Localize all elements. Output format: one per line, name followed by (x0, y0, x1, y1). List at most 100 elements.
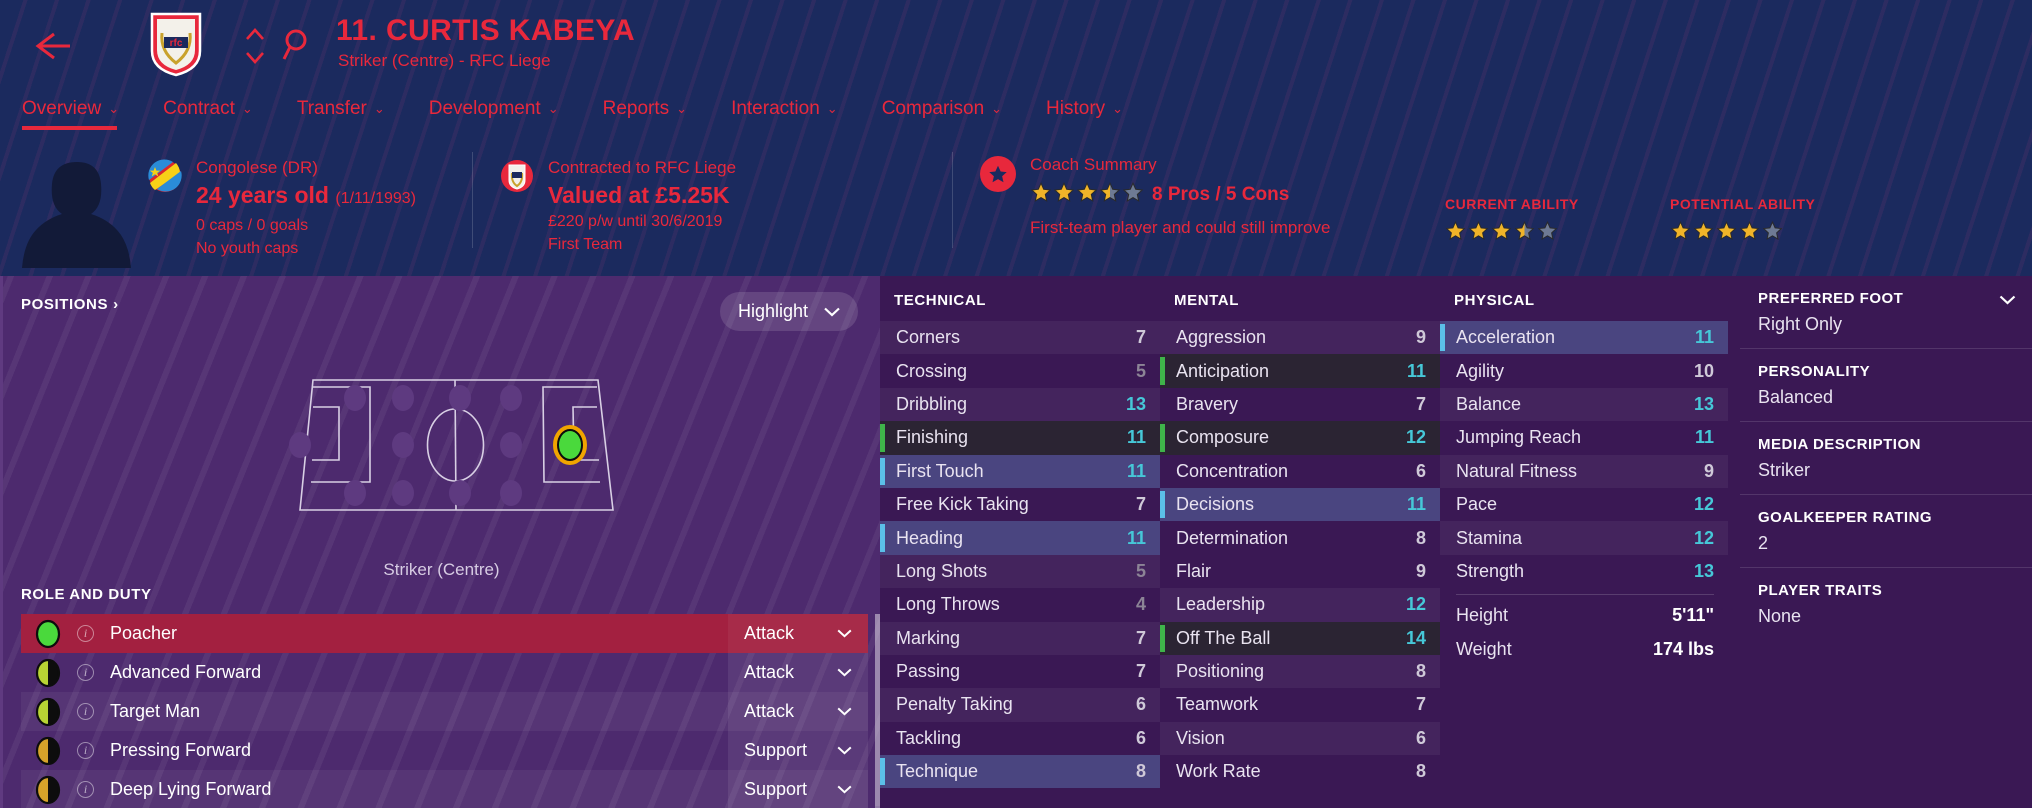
role-duty-dropdown[interactable]: Support (728, 731, 868, 770)
attribute-name: Crossing (896, 360, 968, 381)
lower-content: POSITIONS › Highlight (0, 276, 2032, 808)
nav-item-label: Overview (22, 98, 102, 119)
role-and-duty-header: ROLE AND DUTY (21, 586, 152, 603)
sidebar-block-media-description: MEDIA DESCRIPTION Striker (1740, 421, 2032, 494)
role-duty-dropdown[interactable]: Attack (728, 653, 868, 692)
nav-item-development[interactable]: Development ⌄ (429, 98, 581, 120)
role-info-icon[interactable]: i (77, 781, 94, 798)
attribute-row: Composure 12 (1160, 421, 1440, 455)
search-icon[interactable] (281, 26, 315, 64)
role-duty-dropdown[interactable]: Attack (728, 692, 868, 731)
attribute-name: Long Shots (896, 560, 988, 581)
nationality-label: Congolese (DR) (196, 158, 318, 177)
attribute-value: 9 (1703, 460, 1714, 481)
coach-summary-block[interactable]: Coach Summary 8 Pros / 5 Cons First-team… (980, 154, 1330, 238)
chevron-down-icon[interactable] (1999, 292, 2016, 310)
player-spinner-icon[interactable] (242, 22, 268, 70)
measurement-value: 174 lbs (1652, 638, 1714, 659)
nav-item-contract[interactable]: Contract ⌄ (163, 98, 275, 120)
attribute-value: 4 (1135, 594, 1146, 615)
role-duty-label: Attack (744, 623, 795, 643)
attribute-row: Determination 8 (1160, 521, 1440, 554)
nationality-block: Congolese (DR) 24 years old (1/11/1993) … (148, 156, 416, 260)
role-suitability-icon (35, 775, 61, 805)
back-arrow-icon[interactable] (28, 26, 72, 66)
attribute-row: Balance 13 (1440, 387, 1728, 422)
nav-item-transfer[interactable]: Transfer ⌄ (297, 98, 407, 120)
attribute-accent-bar (1160, 624, 1165, 652)
attribute-name: Bravery (1176, 393, 1239, 414)
transfer-value: Valued at £5.25K (548, 182, 730, 208)
coach-summary-note: First-team player and could still improv… (1030, 218, 1331, 237)
role-row[interactable]: i Deep Lying Forward Support (21, 770, 868, 808)
positions-header[interactable]: POSITIONS › (21, 296, 119, 313)
attribute-row: First Touch 11 (880, 454, 1160, 488)
chevron-down-icon: ⌄ (108, 101, 120, 116)
svg-text:rfc: rfc (170, 38, 183, 49)
role-list-scrollbar[interactable] (875, 614, 880, 808)
player-info-strip: Congolese (DR) 24 years old (1/11/1993) … (0, 152, 2032, 268)
role-info-icon[interactable]: i (77, 664, 94, 681)
coach-rating-star (1030, 181, 1052, 208)
sidebar-block-title: PLAYER TRAITS (1758, 582, 1883, 599)
attribute-name: Tackling (896, 727, 962, 748)
attribute-value: 9 (1415, 560, 1426, 581)
chevron-down-icon (837, 629, 852, 638)
role-info-icon[interactable]: i (77, 742, 94, 759)
role-duty-dropdown[interactable]: Support (728, 770, 868, 808)
role-info-icon[interactable]: i (77, 625, 94, 642)
highlight-dropdown-label: Highlight (737, 301, 808, 321)
sidebar-block-value: Striker (1758, 460, 1811, 480)
nav-item-history[interactable]: History ⌄ (1046, 98, 1145, 120)
attribute-value: 7 (1135, 494, 1146, 515)
player-photo-placeholder (18, 148, 136, 268)
attribute-value: 11 (1126, 427, 1146, 448)
rfc-liege-crest[interactable]: rfc (148, 11, 204, 77)
current-ability-stars (1445, 220, 1579, 246)
attribute-name: Natural Fitness (1456, 460, 1578, 481)
attribute-value: 11 (1694, 427, 1714, 448)
nav-item-interaction[interactable]: Interaction ⌄ (731, 98, 860, 120)
measurement-name: Weight (1456, 638, 1512, 659)
role-row[interactable]: i Poacher Attack (21, 614, 868, 653)
position-marker-striker-centre (553, 425, 587, 465)
attribute-name: Concentration (1176, 460, 1289, 481)
measurement-row: Height 5'11" (1440, 599, 1728, 632)
current-ability-star (1445, 220, 1466, 246)
attribute-value: 12 (1405, 594, 1426, 615)
nav-item-label: History (1046, 98, 1106, 119)
role-info-icon[interactable]: i (77, 703, 94, 720)
sidebar-block-value: Balanced (1758, 387, 1834, 407)
role-name-label: Poacher (110, 623, 178, 643)
attribute-name: Long Throws (896, 594, 1000, 615)
title-bar: rfc 11. CURTIS KABEYA Striker (Centre) -… (0, 0, 2032, 98)
nav-item-overview[interactable]: Overview ⌄ (22, 98, 141, 130)
role-row[interactable]: i Advanced Forward Attack (21, 653, 868, 692)
current-ability-star (1491, 220, 1512, 246)
attribute-name: Technique (896, 761, 979, 782)
attribute-value: 8 (1135, 761, 1146, 782)
highlight-dropdown[interactable]: Highlight (719, 292, 858, 331)
role-row[interactable]: i Pressing Forward Support (21, 731, 868, 770)
attribute-row: Finishing 11 (880, 421, 1160, 455)
attribute-row: Leadership 12 (1160, 588, 1440, 622)
attribute-value: 7 (1135, 327, 1146, 348)
role-name-label: Deep Lying Forward (110, 779, 272, 799)
role-duty-dropdown[interactable]: Attack (728, 614, 868, 653)
main-nav: Overview ⌄ Contract ⌄ Transfer ⌄ Development ⌄ R… (0, 98, 2032, 134)
squad-status: First Team (548, 236, 623, 253)
attribute-name: Jumping Reach (1456, 427, 1582, 448)
nav-item-comparison[interactable]: Comparison ⌄ (882, 98, 1024, 120)
contract-status: Contracted to RFC Liege (548, 158, 737, 177)
role-row[interactable]: i Target Man Attack (21, 692, 868, 731)
nav-item-reports[interactable]: Reports ⌄ (603, 98, 709, 120)
pitch-caption: Striker (Centre) (383, 560, 500, 579)
attribute-accent-bar (880, 457, 885, 485)
sidebar-block-value: None (1758, 606, 1802, 626)
attribute-value: 13 (1693, 560, 1714, 581)
attribute-name: Finishing (896, 427, 969, 448)
chevron-down-icon (837, 668, 852, 677)
sidebar-block-preferred-foot: PREFERRED FOOT Right Only (1740, 276, 2032, 348)
attribute-row: Decisions 11 (1160, 487, 1440, 522)
current-ability-star (1537, 220, 1558, 246)
